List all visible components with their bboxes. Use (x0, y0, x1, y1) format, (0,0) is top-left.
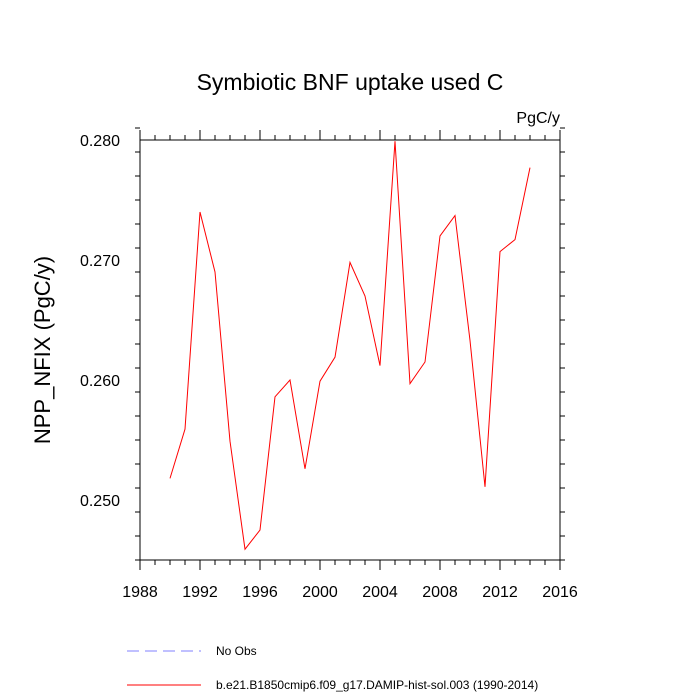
legend: No Obs b.e21.B1850cmip6.f09_g17.DAMIP-his… (127, 644, 538, 692)
x-tick-label: 2008 (422, 584, 458, 601)
axis-ticks (135, 127, 565, 570)
x-tick-label: 2000 (302, 584, 338, 601)
y-axis-label: NPP_NFIX (PgC/y) (30, 256, 55, 444)
legend-label: No Obs (216, 644, 257, 658)
x-tick-label: 1992 (182, 584, 218, 601)
x-tick-label: 1996 (242, 584, 278, 601)
y-tick-label: 0.250 (80, 493, 120, 510)
x-tick-label: 2004 (362, 584, 398, 601)
legend-label: b.e21.B1850cmip6.f09_g17.DAMIP-hist-sol.… (216, 678, 538, 692)
x-tick-label: 2012 (482, 584, 518, 601)
y-tick-label: 0.270 (80, 253, 120, 270)
tick-labels: 1988 1992 1996 2000 2004 2008 2012 2016 0.250 0.2… (80, 133, 578, 601)
x-tick-label: 1988 (122, 584, 158, 601)
x-tick-label: 2016 (542, 584, 578, 601)
y-tick-label: 0.260 (80, 373, 120, 390)
chart-title: Symbiotic BNF uptake used C (197, 69, 504, 95)
units-label: PgC/y (516, 110, 560, 127)
y-tick-label: 0.280 (80, 133, 120, 150)
series-layer (169, 141, 531, 551)
series-line (169, 141, 531, 551)
plot-frame (139, 139, 561, 561)
